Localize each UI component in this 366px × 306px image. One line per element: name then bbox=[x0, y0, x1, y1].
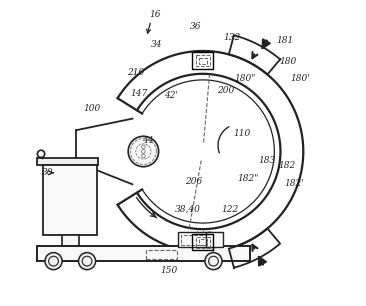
Text: 100: 100 bbox=[83, 104, 100, 113]
Bar bbox=[146, 250, 177, 259]
Text: 16: 16 bbox=[150, 10, 161, 19]
Text: 42': 42' bbox=[164, 91, 178, 100]
Bar bbox=[44, 165, 97, 235]
Text: 183: 183 bbox=[258, 156, 275, 165]
Bar bbox=[179, 232, 212, 248]
Text: 147: 147 bbox=[130, 89, 147, 98]
Text: 180: 180 bbox=[280, 57, 297, 66]
Text: 44: 44 bbox=[142, 136, 154, 145]
Text: 180': 180' bbox=[290, 74, 310, 83]
Bar bbox=[181, 235, 209, 245]
Text: 182: 182 bbox=[278, 161, 295, 170]
Bar bbox=[62, 235, 79, 261]
Circle shape bbox=[45, 253, 62, 270]
Text: 110: 110 bbox=[234, 129, 251, 138]
Text: 181: 181 bbox=[276, 36, 294, 45]
Bar bbox=[37, 246, 250, 261]
Circle shape bbox=[128, 136, 158, 167]
Text: 122: 122 bbox=[221, 205, 239, 214]
Bar bbox=[206, 232, 223, 248]
Text: 206: 206 bbox=[185, 177, 202, 186]
Circle shape bbox=[205, 253, 222, 270]
Text: 132: 132 bbox=[223, 33, 240, 42]
Text: 180": 180" bbox=[235, 74, 256, 83]
Text: 34: 34 bbox=[152, 40, 163, 49]
Text: 182": 182" bbox=[238, 174, 259, 183]
Text: 30: 30 bbox=[42, 168, 53, 177]
Text: 38,40: 38,40 bbox=[175, 205, 201, 214]
Text: 210: 210 bbox=[127, 68, 145, 77]
Text: 36: 36 bbox=[190, 22, 201, 31]
Text: 182': 182' bbox=[284, 179, 304, 188]
Circle shape bbox=[79, 253, 96, 270]
Bar bbox=[37, 159, 98, 165]
Text: 150: 150 bbox=[161, 266, 178, 275]
Text: 200: 200 bbox=[217, 86, 234, 95]
